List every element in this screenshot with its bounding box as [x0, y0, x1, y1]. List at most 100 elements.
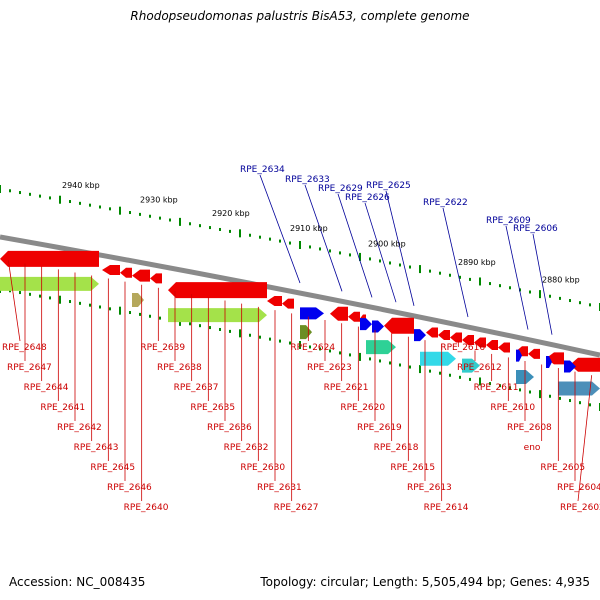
reverse-gene-label: RPE_2619 [357, 423, 402, 433]
scale-tick [189, 322, 191, 326]
scale-tick [349, 253, 351, 257]
reverse-gene [462, 334, 474, 345]
leader-line [7, 260, 21, 342]
topology-label: Topology: circular; Length: 5,505,494 bp… [260, 575, 590, 589]
scale-tick [459, 375, 461, 379]
kbp-label: 2930 kbp [140, 195, 178, 204]
forward-gene-label: RPE_2634 [240, 165, 285, 175]
scale-tick [329, 349, 331, 353]
scale-tick [179, 217, 181, 226]
scale-tick [59, 195, 61, 204]
scale-tick [49, 296, 51, 300]
forward-gene [516, 349, 522, 362]
reverse-gene-label: RPE_2624 [290, 343, 335, 353]
forward-gene [414, 329, 426, 342]
leader-line [577, 375, 593, 502]
leader-line [442, 207, 469, 318]
scale-tick [439, 371, 441, 375]
reverse-gene-label: RPE_2631 [257, 483, 302, 493]
scale-tick [29, 292, 31, 296]
accession-label: Accession: NC_008435 [9, 575, 146, 589]
gene-block [300, 325, 312, 340]
scale-tick [249, 233, 251, 237]
scale-tick [69, 300, 71, 304]
leader-line [304, 184, 343, 292]
scale-tick [579, 401, 581, 405]
scale-tick [369, 257, 371, 261]
scale-tick [149, 214, 151, 218]
scale-tick [159, 316, 161, 320]
scale-tick [239, 229, 241, 238]
scale-tick [399, 263, 401, 267]
reverse-gene-label: eno [524, 443, 541, 453]
scale-tick [109, 307, 111, 311]
reverse-gene [426, 327, 438, 338]
reverse-gene [486, 339, 498, 350]
leader-line [259, 174, 301, 284]
scale-tick [309, 345, 311, 349]
kbp-label: 2920 kbp [212, 209, 250, 218]
reverse-gene-label: RPE_2636 [207, 423, 252, 433]
reverse-gene [102, 265, 120, 276]
scale-tick [359, 252, 361, 261]
scale-tick [469, 277, 471, 281]
scale-tick [539, 390, 541, 399]
scale-tick [19, 291, 21, 295]
reverse-gene [528, 348, 540, 359]
reverse-gene-label: RPE_2646 [107, 483, 152, 493]
reverse-gene [120, 267, 132, 278]
scale-tick [389, 261, 391, 265]
scale-tick [39, 294, 41, 298]
reverse-gene-label: RPE_2611 [474, 383, 519, 393]
scale-tick [289, 241, 291, 245]
reverse-gene-label: RPE_2644 [24, 383, 69, 393]
forward-gene-label: RPE_2609 [486, 216, 531, 226]
kbp-label: 2940 kbp [62, 181, 100, 190]
scale-tick [409, 265, 411, 269]
scale-tick [259, 235, 261, 239]
scale-tick [279, 239, 281, 243]
scale-tick [139, 312, 141, 316]
scale-tick [79, 201, 81, 205]
scale-tick [199, 324, 201, 328]
scale-tick [539, 290, 541, 299]
reverse-gene-label: RPE_2627 [274, 503, 319, 513]
scale-tick [289, 341, 291, 345]
kbp-label: 2900 kbp [368, 240, 406, 249]
scale-tick [439, 271, 441, 275]
scale-tick [39, 194, 41, 198]
reverse-gene-labels: RPE_2648 RPE_2647 RPE_2644 RPE_2641 RPE_2642… [2, 343, 600, 513]
leader-line [337, 193, 373, 298]
reverse-gene-label: RPE_2647 [7, 363, 52, 373]
scale-tick [219, 227, 221, 231]
reverse-gene-label: RPE_2615 [390, 463, 435, 473]
forward-gene [372, 320, 384, 333]
scale-tick [499, 284, 501, 288]
scale-tick [509, 386, 511, 390]
scale-tick [379, 259, 381, 263]
forward-gene [300, 307, 324, 320]
kbp-scale-labels: 2940 kbp 2930 kbp 2920 kbp 2910 kbp 2900 kbp… [62, 181, 580, 285]
reverse-gene-label: RPE_2610 [490, 403, 535, 413]
scale-tick [409, 365, 411, 369]
gene-block [168, 308, 267, 323]
reverse-gene [570, 357, 600, 372]
scale-tick [399, 363, 401, 367]
reverse-gene [384, 317, 414, 334]
forward-gene-label: RPE_2606 [513, 224, 558, 234]
reverse-gene-label: RPE_2618 [374, 443, 419, 453]
gene-block [366, 340, 396, 355]
scale-tick [269, 337, 271, 341]
scale-tick [119, 306, 121, 315]
scale-tick [549, 394, 551, 398]
gene-block [420, 351, 456, 366]
scale-tick [59, 295, 61, 304]
scale-tick [419, 265, 421, 274]
scale-tick [449, 373, 451, 377]
scale-tick [379, 359, 381, 363]
scale-tick [239, 329, 241, 338]
scale-tick [79, 301, 81, 305]
reverse-gene [0, 250, 99, 267]
reverse-gene-label: RPE_2641 [40, 403, 85, 413]
